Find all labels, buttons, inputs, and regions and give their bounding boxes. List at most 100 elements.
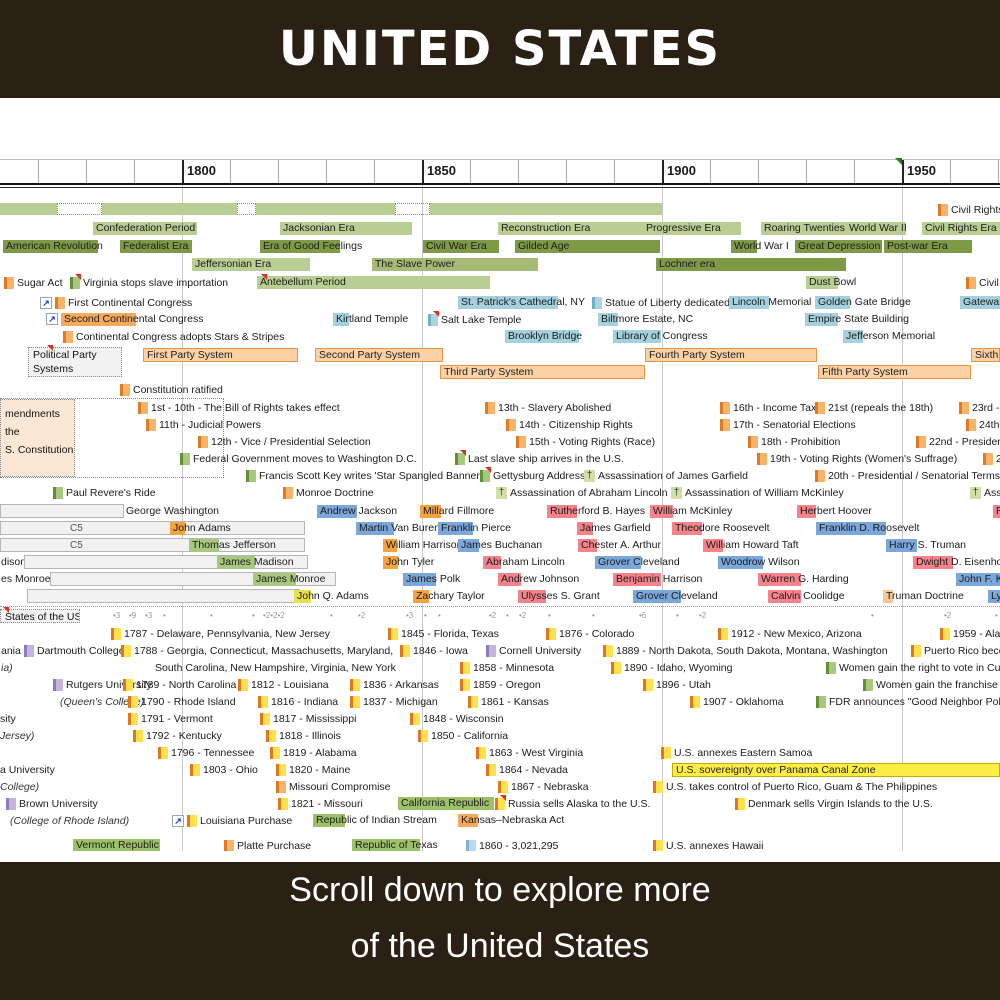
states-1819-alabama[interactable]: 1819 - Alabama: [270, 746, 357, 759]
eras-rect-6[interactable]: [430, 203, 662, 215]
states-1791-vermont[interactable]: 1791 - Vermont: [128, 712, 213, 725]
presidents-john-q-adams-term[interactable]: [294, 590, 311, 603]
presidents-james-buchanan[interactable]: James Buchanan: [461, 539, 543, 551]
presidents-truman-doctrine-term[interactable]: [883, 590, 893, 603]
states-russia-sells-alaska-to-the-u-s[interactable]: Russia sells Alaska to the U.S.: [495, 794, 650, 810]
landmarks-st-patrick-s-cathedral-ny[interactable]: St. Patrick's Cathedral, NY: [458, 296, 585, 309]
states-vermont-republic[interactable]: Vermont Republic: [73, 839, 160, 852]
presidents-r[interactable]: R: [996, 505, 1000, 517]
presidents-john-tyler-term[interactable]: [383, 556, 398, 569]
amendments-23rd-v[interactable]: 23rd - V: [959, 401, 1000, 414]
eras-world-war-ii[interactable]: World War II: [846, 222, 907, 235]
states-1788-georgia-connecticut-massachusetts-maryland[interactable]: 1788 - Georgia, Connecticut, Massachuset…: [121, 644, 393, 657]
states-fdr-announces-good-neighbor-policy[interactable]: FDR announces "Good Neighbor Policy": [816, 695, 1000, 708]
states-sity[interactable]: sity: [0, 713, 16, 725]
presidents-theodore-roosevelt[interactable]: Theodore Roosevelt: [675, 522, 770, 534]
presidents-james-garfield[interactable]: James Garfield: [580, 522, 651, 534]
states-1889-north-dakota-south-dakota-montana-washingto[interactable]: 1889 - North Dakota, South Dakota, Monta…: [603, 644, 888, 657]
landmarks-biltmore-estate-nc[interactable]: Biltmore Estate, NC: [598, 313, 693, 326]
amendments-13th-slavery-abolished[interactable]: 13th - Slavery Abolished: [485, 401, 611, 414]
states-california-republic[interactable]: California Republic: [398, 797, 494, 810]
states-republic-of-indian-stream[interactable]: Republic of Indian Stream: [313, 814, 437, 827]
states-puerto-rico-becom[interactable]: Puerto Rico becom: [911, 644, 1000, 657]
presidents-grover-cleveland-term[interactable]: [595, 556, 641, 569]
states-1846-iowa[interactable]: 1846 - Iowa: [400, 644, 468, 657]
presidents-franklin-d-roosevelt-term[interactable]: [816, 522, 886, 535]
party-systems-fifth-party-system[interactable]: Fifth Party System: [818, 365, 971, 379]
amendments-assassination-of-abraham-lincoln[interactable]: † Assassination of Abraham Lincoln: [496, 486, 668, 499]
landmarks-kirtland-temple[interactable]: Kirtland Temple: [333, 313, 408, 326]
presidents-andrew-jackson[interactable]: Andrew Jackson: [320, 505, 398, 517]
landmarks-first-continental-congress[interactable]: ↗ First Continental Congress: [40, 296, 192, 309]
presidents-truman-doctrine[interactable]: Truman Doctrine: [886, 590, 964, 602]
presidents-ulysses-s-grant-term[interactable]: [518, 590, 546, 603]
amendments-12th-vice-presidential-selection[interactable]: 12th - Vice / Presidential Selection: [198, 435, 371, 448]
states-states-of-the-us[interactable]: States of the US: [0, 607, 80, 623]
states-1789-north-carolina[interactable]: 1789 - North Carolina: [123, 678, 236, 691]
presidents-thomas-jefferson[interactable]: Thomas Jefferson: [192, 539, 276, 551]
amendments-25[interactable]: 25: [983, 452, 1000, 465]
amendments-19th-voting-rights-women-s-suffrage[interactable]: 19th - Voting Rights (Women's Suffrage): [757, 452, 957, 465]
states-1845-florida-texas[interactable]: 1845 - Florida, Texas: [388, 627, 499, 640]
amendments-gettysburg-address[interactable]: Gettysburg Address: [480, 466, 585, 482]
eras-gilded-age[interactable]: Gilded Age: [515, 240, 660, 253]
landmarks-second-continental-congress[interactable]: ↗ Second Continental Congress: [46, 313, 204, 326]
states-1864-nevada[interactable]: 1864 - Nevada: [486, 763, 568, 776]
presidents-james-polk-term[interactable]: [403, 573, 436, 586]
states-1817-mississippi[interactable]: 1817 - Mississippi: [260, 712, 356, 725]
presidents-john-q-adams[interactable]: John Q. Adams: [297, 590, 369, 602]
eras-lochner-era[interactable]: Lochner era: [656, 258, 846, 271]
party-systems-political-party[interactable]: Political Party Systems: [28, 345, 122, 377]
presidents-rutherford-b-hayes-term[interactable]: [547, 505, 577, 518]
states-kansas-nebraska-act[interactable]: Kansas–Nebraska Act: [458, 814, 564, 827]
states-u-s-sovereignty-over-panama-canal-zone[interactable]: U.S. sovereignty over Panama Canal Zone: [672, 763, 1000, 777]
presidents-dwight-d-eisenho-term[interactable]: [913, 556, 953, 569]
presidents-benjamin-harrison[interactable]: Benjamin Harrison: [616, 573, 703, 585]
states-1907-oklahoma[interactable]: 1907 - Oklahoma: [690, 695, 784, 708]
states-1816-indiana[interactable]: 1816 - Indiana: [258, 695, 338, 708]
states-1803-ohio[interactable]: 1803 - Ohio: [190, 763, 258, 776]
eras-jeffersonian-era[interactable]: Jeffersonian Era: [192, 258, 310, 271]
states-1896-utah[interactable]: 1896 - Utah: [643, 678, 711, 691]
presidents-chester-a-arthur[interactable]: Chester A. Arthur: [581, 539, 661, 551]
presidents-herbert-hoover-term[interactable]: [797, 505, 816, 518]
states-cornell-university[interactable]: Cornell University: [486, 644, 581, 657]
presidents-john-adams-term[interactable]: [170, 522, 185, 535]
presidents-harry-s-truman-term[interactable]: [886, 539, 917, 552]
states-1890-idaho-wyoming[interactable]: 1890 - Idaho, Wyoming: [611, 661, 732, 674]
presidents-calvin-coolidge[interactable]: Calvin Coolidge: [771, 590, 845, 602]
states-1848-wisconsin[interactable]: 1848 - Wisconsin: [410, 712, 504, 725]
presidents-james-polk[interactable]: James Polk: [406, 573, 461, 585]
presidents-c5[interactable]: C5: [0, 538, 305, 552]
amendments-22nd-presidentia[interactable]: 22nd - Presidentia: [916, 435, 1000, 448]
presidents-warren-g-harding[interactable]: Warren G. Harding: [761, 573, 849, 585]
amendments-assassination-of-james-garfield[interactable]: † Assassination of James Garfield: [584, 469, 748, 482]
landmarks-jefferson-memorial[interactable]: Jefferson Memorial: [843, 330, 935, 343]
presidents-dwight-d-eisenho[interactable]: Dwight D. Eisenho: [916, 556, 1000, 568]
amendments-14th-citizenship-rights[interactable]: 14th - Citizenship Rights: [506, 418, 633, 431]
amendments-20th-presidential-senatorial-terms[interactable]: 20th - Presidential / Senatorial Terms: [815, 469, 1000, 482]
landmarks-lincoln-memorial[interactable]: Lincoln Memorial: [729, 296, 811, 309]
landmarks-continental-congress-adopts-stars-stripes[interactable]: Continental Congress adopts Stars & Stri…: [63, 330, 284, 343]
amendments-18th-prohibition[interactable]: 18th - Prohibition: [748, 435, 840, 448]
presidents-zachary-taylor[interactable]: Zachary Taylor: [416, 590, 485, 602]
states-1812-louisiana[interactable]: 1812 - Louisiana: [238, 678, 329, 691]
eras-post-war-era[interactable]: Post-war Era: [884, 240, 972, 253]
party-systems-fourth-party-system[interactable]: Fourth Party System: [645, 348, 817, 362]
eras-rect-2[interactable]: [102, 203, 237, 215]
states-1850-california[interactable]: 1850 - California: [418, 729, 508, 742]
amendments-assassination-of-william-mckinley[interactable]: † Assassination of William McKinley: [671, 486, 844, 499]
eras-world-war-i[interactable]: World War I: [731, 240, 789, 253]
amendments-ass[interactable]: † Ass: [970, 486, 1000, 499]
states-1912-new-mexico-arizona[interactable]: 1912 - New Mexico, Arizona: [718, 627, 862, 640]
eras-the-slave-power[interactable]: The Slave Power: [372, 258, 538, 271]
states-1863-west-virginia[interactable]: 1863 - West Virginia: [476, 746, 583, 759]
presidents-woodrow-wilson[interactable]: Woodrow Wilson: [721, 556, 800, 568]
eras-american-revolution[interactable]: American Revolution: [3, 240, 103, 253]
states-south-carolina-new-hampshire-virginia-new-york[interactable]: South Carolina, New Hampshire, Virginia,…: [155, 662, 396, 674]
presidents-james-buchanan-term[interactable]: [458, 539, 479, 552]
amendments-francis-scott-key-writes-star-spangled-banner[interactable]: Francis Scott Key writes 'Star Spangled …: [246, 469, 482, 482]
presidents-abraham-lincoln-term[interactable]: [483, 556, 501, 569]
presidents-abraham-lincoln[interactable]: Abraham Lincoln: [486, 556, 565, 568]
